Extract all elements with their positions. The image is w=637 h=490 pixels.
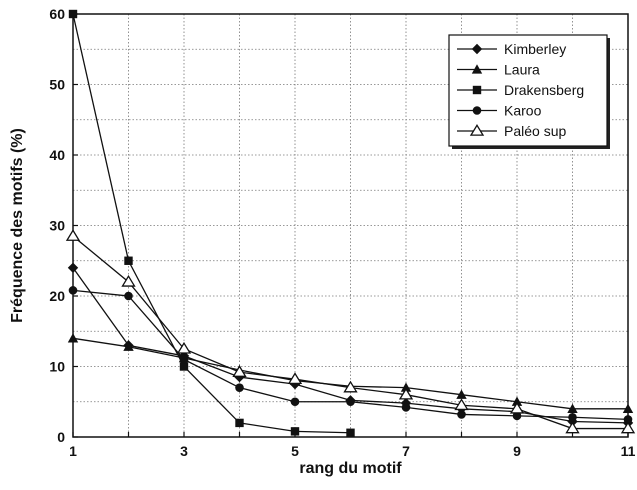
data-point-square bbox=[235, 418, 244, 428]
x-tick-label: 3 bbox=[180, 443, 188, 459]
y-axis-ticks: 0 10 20 30 40 50 60 bbox=[49, 6, 78, 445]
data-point-open-triangle bbox=[176, 341, 192, 354]
data-point-triangle bbox=[622, 403, 634, 413]
data-point-triangle bbox=[123, 341, 134, 351]
legend-item: Karoo bbox=[457, 103, 542, 119]
data-point-triangle bbox=[400, 382, 412, 392]
series-drakensberg bbox=[68, 9, 355, 437]
legend-label: Karoo bbox=[504, 103, 542, 119]
data-point-circle bbox=[68, 286, 78, 295]
data-point-circle bbox=[179, 355, 189, 364]
y-tick-label: 10 bbox=[49, 359, 65, 375]
data-point-diamond bbox=[471, 43, 483, 55]
data-point-circle bbox=[472, 106, 482, 115]
data-point-open-triangle bbox=[287, 372, 303, 385]
data-point-square bbox=[472, 85, 482, 95]
data-point-square bbox=[124, 256, 133, 265]
x-axis-title: rang du motif bbox=[299, 460, 402, 477]
data-point-circle bbox=[623, 415, 633, 424]
data-point-circle bbox=[290, 397, 300, 407]
x-axis-ticks: 1 3 5 7 9 11 bbox=[69, 432, 636, 459]
data-point-triangle bbox=[471, 64, 483, 74]
data-point-open-triangle bbox=[565, 421, 580, 434]
legend-item: Paléo sup bbox=[457, 123, 566, 139]
y-tick-label: 60 bbox=[49, 6, 65, 22]
data-point-triangle bbox=[511, 396, 523, 406]
x-tick-label: 7 bbox=[402, 443, 410, 459]
data-point-circle bbox=[401, 403, 411, 412]
x-tick-label: 1 bbox=[69, 443, 77, 459]
legend-item: Laura bbox=[457, 62, 540, 78]
y-tick-label: 30 bbox=[49, 218, 65, 234]
data-point-triangle bbox=[67, 333, 79, 343]
data-point-circle bbox=[568, 412, 577, 422]
data-point-triangle bbox=[567, 403, 578, 413]
legend-label: Drakensberg bbox=[504, 82, 584, 98]
data-point-open-triangle bbox=[620, 421, 636, 434]
data-point-open-triangle bbox=[469, 124, 485, 136]
data-point-open-triangle bbox=[65, 229, 81, 241]
data-point-open-triangle bbox=[454, 398, 469, 411]
legend-item: Kimberley bbox=[457, 41, 566, 57]
data-point-open-triangle bbox=[398, 387, 414, 400]
y-tick-label: 40 bbox=[49, 147, 65, 163]
data-point-square bbox=[290, 427, 300, 436]
y-tick-label: 20 bbox=[49, 288, 65, 304]
y-axis-title: Fréquence des motifs (%) bbox=[9, 128, 26, 323]
y-tick-label: 50 bbox=[49, 77, 65, 93]
series-line bbox=[72, 13, 351, 434]
data-point-diamond bbox=[67, 262, 79, 273]
series-karoo bbox=[68, 286, 633, 424]
data-point-open-triangle bbox=[121, 274, 136, 287]
series-pal-o-sup bbox=[65, 229, 636, 434]
data-point-open-triangle bbox=[232, 365, 247, 377]
series-group bbox=[65, 9, 636, 437]
data-point-open-triangle bbox=[343, 380, 358, 393]
data-point-circle bbox=[457, 410, 466, 419]
data-point-open-triangle bbox=[509, 401, 525, 414]
data-point-square bbox=[68, 9, 78, 19]
data-point-circle bbox=[235, 383, 244, 392]
legend-label: Kimberley bbox=[504, 41, 566, 57]
data-point-circle bbox=[346, 397, 355, 407]
y-tick-label: 0 bbox=[57, 429, 65, 445]
legend-item: Drakensberg bbox=[457, 82, 584, 98]
data-point-triangle bbox=[456, 389, 467, 399]
x-tick-label: 11 bbox=[621, 443, 636, 459]
legend-label: Paléo sup bbox=[504, 123, 566, 139]
data-point-circle bbox=[512, 411, 522, 421]
data-point-square bbox=[179, 362, 189, 371]
legend: Kimberley Laura Drakensberg Karoo Paléo sup bbox=[448, 34, 610, 149]
data-point-square bbox=[346, 428, 355, 437]
x-tick-label: 9 bbox=[513, 443, 521, 459]
legend-label: Laura bbox=[504, 62, 540, 78]
x-tick-label: 5 bbox=[291, 443, 299, 459]
data-point-diamond bbox=[234, 371, 245, 383]
data-point-circle bbox=[124, 291, 133, 301]
